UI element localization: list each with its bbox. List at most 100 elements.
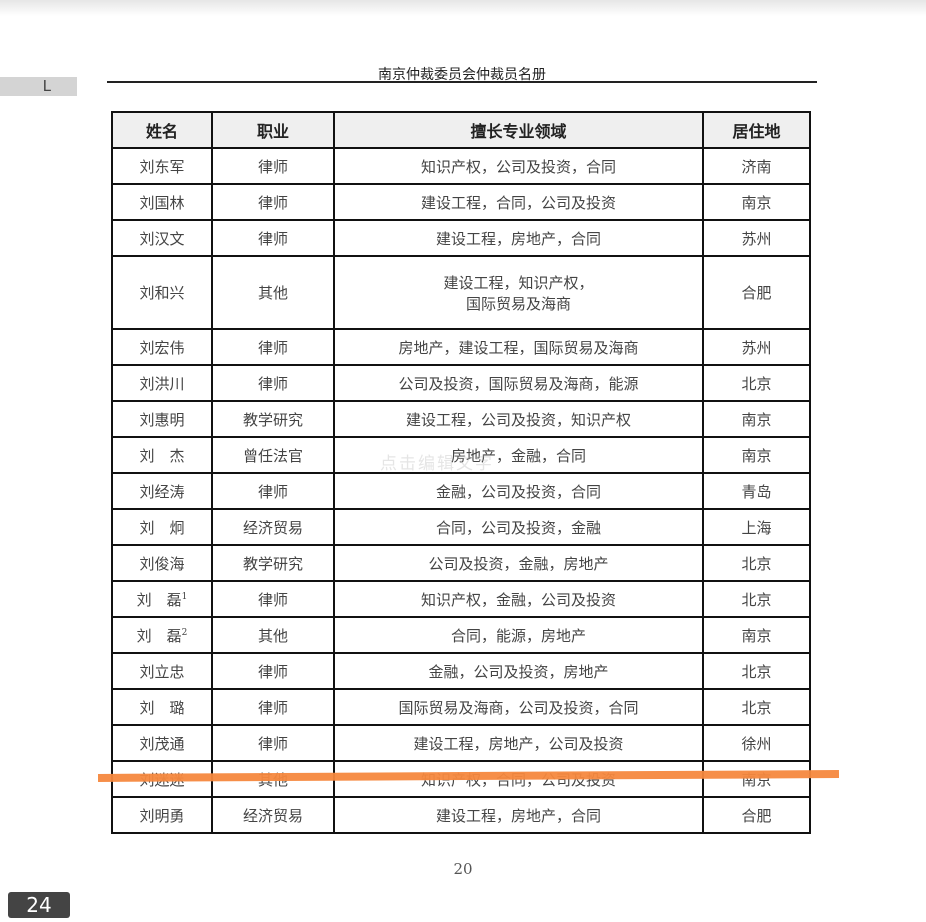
cell-city: 南京 [702, 400, 811, 438]
name-text: 刘俊海 [139, 554, 185, 573]
table-row: 刘 炯 经济贸易 合同，公司及投资，金融 上海 [111, 508, 811, 546]
table-row: 刘宏伟 律师 房地产，建设工程，国际贸易及海商 苏州 [111, 328, 811, 366]
fields-text: 公司及投资，金融，房地产 [428, 554, 609, 573]
name-superscript: 2 [181, 627, 188, 638]
cell-city: 南京 [702, 436, 811, 474]
column-header-fields: 擅长专业领域 [333, 111, 704, 149]
name-text: 刘 磊 [136, 626, 182, 645]
name-text: 刘茂通 [139, 734, 185, 753]
cell-fields: 国际贸易及海商，公司及投资，合同 [333, 688, 704, 726]
cell-name: 刘 杰 [111, 436, 213, 474]
column-header-city: 居住地 [702, 111, 811, 149]
cell-job: 经济贸易 [211, 796, 335, 834]
cell-job: 经济贸易 [211, 508, 335, 546]
fields-text: 金融，公司及投资，合同 [435, 482, 601, 501]
fields-text: 知识产权，公司及投资，合同 [420, 157, 616, 176]
cell-city: 北京 [702, 364, 811, 402]
cell-name: 刘俊海 [111, 544, 213, 582]
table-row: 刘汉文 律师 建设工程，房地产，合同 苏州 [111, 219, 811, 257]
cell-job: 律师 [211, 147, 335, 185]
cell-fields: 房地产，建设工程，国际贸易及海商 [333, 328, 704, 366]
cell-job: 律师 [211, 688, 335, 726]
cell-fields: 建设工程，知识产权， 国际贸易及海商 [333, 255, 704, 330]
cell-job: 教学研究 [211, 544, 335, 582]
cell-city: 青岛 [702, 472, 811, 510]
cell-job: 其他 [211, 255, 335, 330]
cell-city: 北京 [702, 688, 811, 726]
cell-name: 刘洪川 [111, 364, 213, 402]
table-row: 刘国林 律师 建设工程，合同，公司及投资 南京 [111, 183, 811, 221]
cell-city: 南京 [702, 616, 811, 654]
cell-fields: 知识产权，公司及投资，合同 [333, 147, 704, 185]
fields-text: 建设工程，房地产，公司及投资 [413, 734, 624, 753]
cell-job: 律师 [211, 328, 335, 366]
watermark: 点击编辑文字 [380, 454, 494, 474]
table-row: 刘茂通 律师 建设工程，房地产，公司及投资 徐州 [111, 724, 811, 762]
cell-city: 北京 [702, 580, 811, 618]
viewer-top-bar [0, 0, 926, 16]
name-text: 刘 炯 [139, 518, 185, 537]
table-header-row: 姓名 职业 擅长专业领域 居住地 [111, 111, 811, 149]
cell-fields: 建设工程，公司及投资，知识产权 [333, 400, 704, 438]
cell-city: 济南 [702, 147, 811, 185]
name-text: 刘汉文 [139, 229, 185, 248]
fields-text: 建设工程，公司及投资，知识产权 [405, 410, 631, 429]
table-row: 刘明勇 经济贸易 建设工程，房地产，合同 合肥 [111, 796, 811, 834]
cell-fields: 合同，能源，房地产 [333, 616, 704, 654]
cell-city: 徐州 [702, 724, 811, 762]
cell-name: 刘东军 [111, 147, 213, 185]
cell-job: 曾任法官 [211, 436, 335, 474]
name-superscript: 1 [181, 591, 188, 602]
page-badge: 24 [8, 892, 70, 918]
cell-name: 刘 磊1 [111, 580, 213, 618]
cell-city: 苏州 [702, 328, 811, 366]
cell-job: 律师 [211, 472, 335, 510]
cell-job: 律师 [211, 219, 335, 257]
table-row: 刘惠明 教学研究 建设工程，公司及投资，知识产权 南京 [111, 400, 811, 438]
cell-fields: 房地产，金融，合同 [333, 436, 704, 474]
cell-name: 刘立忠 [111, 652, 213, 690]
cell-job: 律师 [211, 580, 335, 618]
name-text: 刘 杰 [139, 446, 185, 465]
table-row: 刘洪川 律师 公司及投资，国际贸易及海商，能源 北京 [111, 364, 811, 402]
name-text: 刘和兴 [139, 284, 185, 302]
page-number: 20 [453, 860, 473, 878]
cell-name: 刘明勇 [111, 796, 213, 834]
cell-name: 刘惠明 [111, 400, 213, 438]
cell-job: 律师 [211, 364, 335, 402]
cell-city: 合肥 [702, 255, 811, 330]
table-row: 刘东军 律师 知识产权，公司及投资，合同 济南 [111, 147, 811, 185]
cell-name: 刘国林 [111, 183, 213, 221]
table-row: 刘 磊1 律师 知识产权，金融，公司及投资 北京 [111, 580, 811, 618]
name-text: 刘明勇 [139, 806, 185, 825]
cell-city: 合肥 [702, 796, 811, 834]
cell-job: 律师 [211, 724, 335, 762]
cell-job: 教学研究 [211, 400, 335, 438]
cell-fields: 合同，公司及投资，金融 [333, 508, 704, 546]
side-tab[interactable]: L [0, 77, 77, 96]
cell-fields: 公司及投资，国际贸易及海商，能源 [333, 364, 704, 402]
column-header-job: 职业 [211, 111, 335, 149]
name-text: 刘 璐 [139, 698, 185, 717]
table-row: 刘经涛 律师 金融，公司及投资，合同 青岛 [111, 472, 811, 510]
column-header-name: 姓名 [111, 111, 213, 149]
fields-text: 建设工程，知识产权， [443, 273, 594, 292]
name-text: 刘宏伟 [139, 338, 185, 357]
cell-city: 南京 [702, 760, 811, 798]
cell-name: 刘和兴 [111, 255, 213, 330]
cell-fields: 建设工程，房地产，合同 [333, 219, 704, 257]
cell-city: 北京 [702, 544, 811, 582]
cell-fields: 金融，公司及投资，房地产 [333, 652, 704, 690]
fields-text-line2: 国际贸易及海商 [465, 294, 571, 313]
fields-text: 建设工程，房地产，合同 [435, 229, 601, 248]
name-text: 刘立忠 [139, 662, 185, 681]
cell-name: 刘茂通 [111, 724, 213, 762]
cell-fields: 建设工程，合同，公司及投资 [333, 183, 704, 221]
fields-text: 合同，公司及投资，金融 [435, 518, 601, 537]
cell-fields: 建设工程，房地产，合同 [333, 796, 704, 834]
name-text: 刘洪川 [139, 374, 185, 393]
cell-job: 其他 [211, 616, 335, 654]
cell-name: 刘汉文 [111, 219, 213, 257]
name-text: 刘经涛 [139, 482, 185, 501]
name-text: 刘东军 [139, 157, 185, 176]
